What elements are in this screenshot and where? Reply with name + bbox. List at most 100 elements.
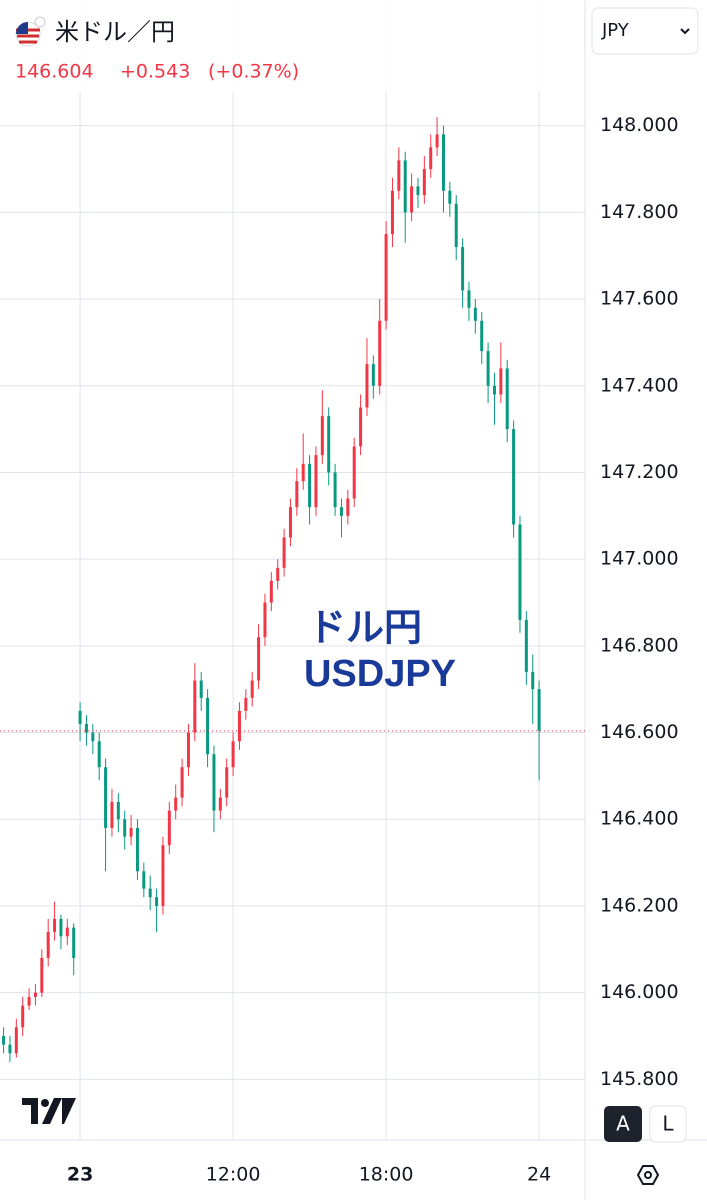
candle-body [116,801,120,820]
candle-body [512,429,516,525]
watermark: USDJPY [304,653,456,695]
candle-body [21,1005,25,1028]
candle-body [206,697,210,755]
settings-button[interactable] [636,1165,660,1185]
candle-body [308,463,312,508]
candle-body [104,767,108,828]
candle-body [410,186,414,213]
button-label[interactable]: A [616,1112,630,1136]
candle-body [397,160,401,191]
y-tick-label: 146.600 [600,721,679,743]
candle-body [422,169,426,196]
candle-body [333,472,337,508]
flag [15,16,46,47]
currency-label[interactable]: JPY [601,20,630,41]
y-tick-label: 147.200 [600,461,679,483]
candle-body [186,732,190,768]
y-tick-label: 145.800 [600,1068,679,1090]
candle-body [148,888,152,898]
candle-body [14,1027,18,1054]
candle-body [473,307,477,321]
candle-body [40,957,44,993]
watermark: ドル円 [308,606,422,650]
candle-body [448,190,452,204]
candle-body [467,290,471,308]
candle-body [193,680,197,733]
candles [2,117,541,1062]
y-tick-label: 147.800 [600,201,679,223]
candle-body [486,351,490,386]
y-tick-label: 147.400 [600,374,679,396]
candle-body [276,567,280,581]
price-change: +0.543 [120,61,190,83]
candle-body [454,203,458,248]
candle-body [123,819,127,837]
x-tick-label: 24 [527,1164,551,1186]
button-label[interactable]: L [662,1112,674,1136]
candle-body [218,797,222,811]
y-tick-label: 146.400 [600,808,679,830]
candle-body [378,320,382,386]
candle-body [78,710,82,724]
last-price: 146.604 [15,61,94,83]
candle-body [237,710,241,742]
candle-body [282,537,286,568]
candle-body [59,918,63,937]
candle-body [371,364,375,386]
candle-body [110,801,114,828]
candle-body [359,407,363,447]
candle-body [288,507,292,538]
candle-body [161,845,165,906]
candle-body [8,1044,12,1054]
candle-body [499,368,503,395]
candle-body [435,134,439,148]
candle-body [174,797,178,811]
candle-body [403,160,407,213]
candle-body [231,741,235,768]
log-scale-button[interactable]: L [649,1105,687,1143]
candle-body [416,186,420,196]
y-tick-label: 147.000 [600,548,679,570]
candle-body [250,680,254,698]
candle-body [492,385,496,395]
candle-body [97,741,101,768]
candle-body [257,637,261,681]
y-tick-label: 146.800 [600,634,679,656]
candle-body [352,446,356,499]
candle-body [212,754,216,811]
candle-body [244,697,248,711]
candle-body [167,810,171,846]
candle-body [53,918,57,932]
candle-body [33,992,37,997]
candle-body [46,931,50,958]
candle-body [518,524,522,620]
candle-body [524,619,528,672]
x-tick-label: 18:00 [359,1164,414,1186]
candle-body [199,680,203,698]
candle-body [461,247,465,291]
x-tick-label: 12:00 [206,1164,261,1186]
currency-select[interactable]: JPY [591,7,699,55]
symbol-title: 米ドル／円 [55,18,175,46]
candle-body [295,481,299,508]
auto-scale-button[interactable]: A [604,1106,642,1142]
candle-body [135,827,139,872]
candle-body [263,602,267,638]
candle-body [314,455,318,508]
candle-body [27,996,31,1006]
candle-body [346,498,350,516]
candle-body [365,364,369,408]
candle-body [384,234,388,321]
candle-body [155,897,159,906]
y-tick-label: 146.000 [600,981,679,1003]
candle-body [129,827,133,837]
candle-body [505,368,509,430]
y-tick-label: 146.200 [600,894,679,916]
candle-body [225,767,229,798]
candle-body [301,463,305,482]
price-change-percent: (+0.37%) [208,61,299,83]
candle-body [180,767,184,798]
candle-body [531,671,535,690]
candle-body [91,732,95,742]
